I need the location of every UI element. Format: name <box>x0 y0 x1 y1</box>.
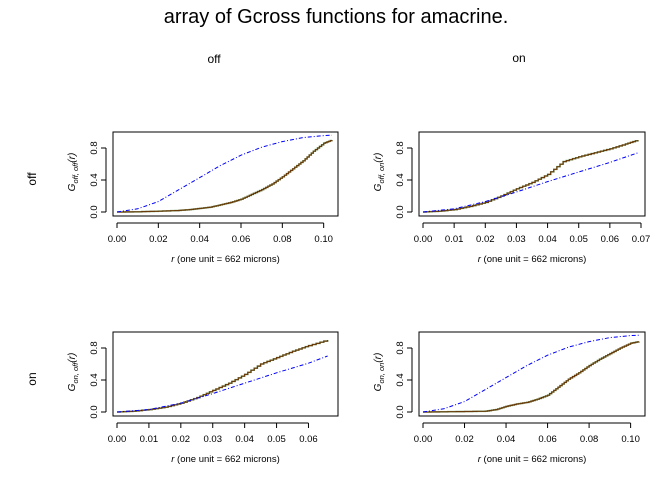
empirical-curve <box>117 140 333 213</box>
x-tick-label: 0.08 <box>580 434 599 445</box>
theoretical-curve <box>422 334 639 413</box>
x-tick-label: 0.04 <box>497 434 516 445</box>
x-tick-label: 0.05 <box>267 434 286 445</box>
x-axis-label: r (one unit = 662 microns) <box>171 254 280 265</box>
empirical-curve-shadow <box>117 139 333 213</box>
x-tick-label: 0.00 <box>414 434 433 445</box>
column-label-off: off <box>207 52 221 66</box>
x-tick-label: 0.04 <box>538 234 557 245</box>
panel-off-off: 0.00 0.02 0.04 0.06 0.08 0.10 0.0 0.4 0.8 Goff, o… <box>67 131 339 265</box>
x-tick-label: 0.03 <box>507 234 526 245</box>
plot-frame <box>418 131 646 217</box>
panel-on-off: 0.00 0.01 0.02 0.03 0.04 0.05 0.06 0.0 0.4 0.8 Gon… <box>67 331 339 465</box>
plot-frame <box>112 131 339 217</box>
y-axis-label: Gon, on(r) <box>373 353 386 392</box>
y-tick-label: 0.8 <box>89 141 100 154</box>
x-tick-label: 0.04 <box>190 234 209 245</box>
column-label-on: on <box>512 51 526 65</box>
x-tick-label: 0.00 <box>108 434 127 445</box>
x-tick-label: 0.02 <box>149 234 168 245</box>
empirical-curve <box>117 340 329 413</box>
y-tick-label: 0.0 <box>89 205 100 218</box>
x-tick-label: 0.02 <box>172 434 191 445</box>
x-axis-label: r (one unit = 662 microns) <box>478 254 587 265</box>
y-tick-label: 0.8 <box>89 341 100 354</box>
y-tick-label: 0.0 <box>395 205 406 218</box>
x-tick-label: 0.02 <box>455 434 474 445</box>
y-tick-label: 0.4 <box>395 173 406 186</box>
x-tick-label: 0.07 <box>632 234 651 245</box>
theoretical-curve <box>116 134 332 213</box>
y-axis-label: Goff, off(r) <box>67 153 80 192</box>
empirical-curve <box>423 140 639 213</box>
x-tick-label: 0.06 <box>232 234 251 245</box>
plot-frame <box>418 331 646 417</box>
x-tick-label: 0.02 <box>476 234 495 245</box>
y-tick-label: 0.0 <box>89 405 100 418</box>
y-axis-label: Gon, off(r) <box>67 353 80 392</box>
x-axis-label: r (one unit = 662 microns) <box>171 454 280 465</box>
x-tick-label: 0.06 <box>538 434 557 445</box>
x-tick-label: 0.08 <box>273 234 292 245</box>
x-axis-label: r (one unit = 662 microns) <box>478 454 587 465</box>
x-tick-label: 0.01 <box>140 434 159 445</box>
theoretical-curve <box>116 355 328 413</box>
y-tick-label: 0.8 <box>395 141 406 154</box>
plot-frame <box>112 331 339 417</box>
y-tick-label: 0.4 <box>89 173 100 186</box>
x-tick-label: 0.03 <box>203 434 222 445</box>
page-title: array of Gcross functions for amacrine. <box>163 6 509 28</box>
x-tick-label: 0.10 <box>621 434 640 445</box>
x-tick-label: 0.00 <box>108 234 127 245</box>
x-tick-label: 0.01 <box>445 234 464 245</box>
y-axis-label: Goff, on(r) <box>373 153 386 192</box>
panel-off-on: 0.00 0.01 0.02 0.03 0.04 0.05 0.06 0.07 0.0 0.4 0.… <box>373 131 651 265</box>
panel-on-on: 0.00 0.02 0.04 0.06 0.08 0.10 0.0 0.4 0.8 Gon, on… <box>373 331 646 465</box>
y-tick-label: 0.4 <box>89 373 100 386</box>
empirical-curve <box>423 341 640 413</box>
theoretical-curve <box>422 152 639 213</box>
x-tick-label: 0.00 <box>414 234 433 245</box>
y-tick-label: 0.8 <box>395 341 406 354</box>
x-tick-label: 0.06 <box>299 434 318 445</box>
x-tick-label: 0.05 <box>569 234 588 245</box>
y-tick-label: 0.4 <box>395 373 406 386</box>
x-tick-label: 0.06 <box>601 234 620 245</box>
x-tick-label: 0.04 <box>235 434 254 445</box>
x-tick-label: 0.10 <box>314 234 333 245</box>
y-tick-label: 0.0 <box>395 405 406 418</box>
